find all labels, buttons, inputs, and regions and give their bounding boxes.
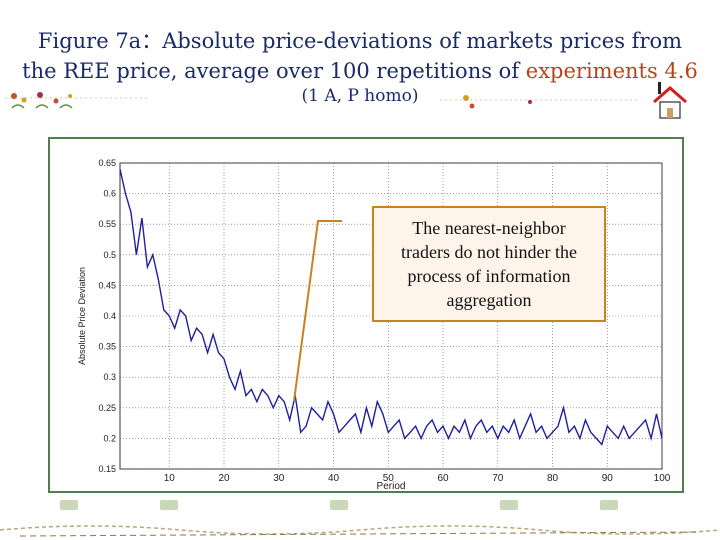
slide-title: Figure 7a：Absolute price-deviations of m… — [0, 26, 720, 86]
x-tick-label: 60 — [437, 473, 449, 484]
y-tick-label: 0.5 — [103, 250, 116, 260]
x-tick-label: 10 — [164, 473, 176, 484]
title-line-1: Figure 7a：Absolute price-deviations of m… — [37, 29, 683, 53]
title-line-2: the REE price, average over 100 repetiti… — [0, 56, 720, 86]
x-tick-label: 80 — [547, 473, 559, 484]
y-axis-label: Absolute Price Deviation — [77, 267, 87, 365]
title-line-2-prefix: the REE price, average over 100 repetiti… — [22, 59, 526, 83]
bottom-decorative-border — [0, 500, 720, 537]
callout-pointer — [293, 220, 342, 402]
x-tick-label: 20 — [218, 473, 230, 484]
title-highlight: experiments 4.6 — [525, 59, 698, 83]
y-tick-label: 0.3 — [103, 372, 116, 382]
x-tick-label: 30 — [273, 473, 285, 484]
y-tick-label: 0.65 — [98, 158, 116, 168]
y-tick-label: 0.4 — [103, 311, 116, 321]
x-tick-label: 90 — [602, 473, 614, 484]
callout-box: The nearest-neighbor traders do not hind… — [372, 206, 606, 322]
y-tick-label: 0.15 — [98, 464, 116, 474]
decorative-flower-band — [5, 92, 640, 109]
y-tick-label: 0.55 — [98, 219, 116, 229]
y-tick-label: 0.45 — [98, 280, 116, 290]
flower-cluster-right — [440, 95, 640, 109]
slide-subtitle: (1 A, P homo) — [301, 86, 419, 106]
x-axis-label: Period — [377, 481, 406, 491]
y-tick-label: 0.35 — [98, 342, 116, 352]
callout-line-3: process of information — [407, 266, 571, 286]
home-button[interactable] — [650, 82, 690, 122]
callout-line-1: The nearest-neighbor — [412, 218, 566, 238]
series-line — [119, 168, 663, 446]
x-tick-label: 50 — [383, 473, 395, 484]
chimney-icon — [658, 82, 661, 94]
y-axis-ticks: 0.15 0.2 0.25 0.3 0.35 0.4 0.45 0.5 0.55 0.6 0.65 — [98, 158, 116, 474]
x-axis-ticks: 10 20 30 40 50 60 70 80 90 100 — [164, 473, 671, 484]
y-tick-label: 0.25 — [98, 403, 116, 413]
x-tick-label: 100 — [654, 473, 671, 484]
x-tick-label: 70 — [492, 473, 504, 484]
home-icon — [653, 86, 687, 104]
callout-line-4: aggregation — [446, 290, 532, 310]
flower-cluster-left — [5, 92, 150, 109]
y-tick-label: 0.2 — [103, 433, 116, 443]
y-tick-label: 0.6 — [103, 189, 116, 199]
callout-line-2: traders do not hinder the — [401, 242, 577, 262]
x-tick-label: 40 — [328, 473, 340, 484]
